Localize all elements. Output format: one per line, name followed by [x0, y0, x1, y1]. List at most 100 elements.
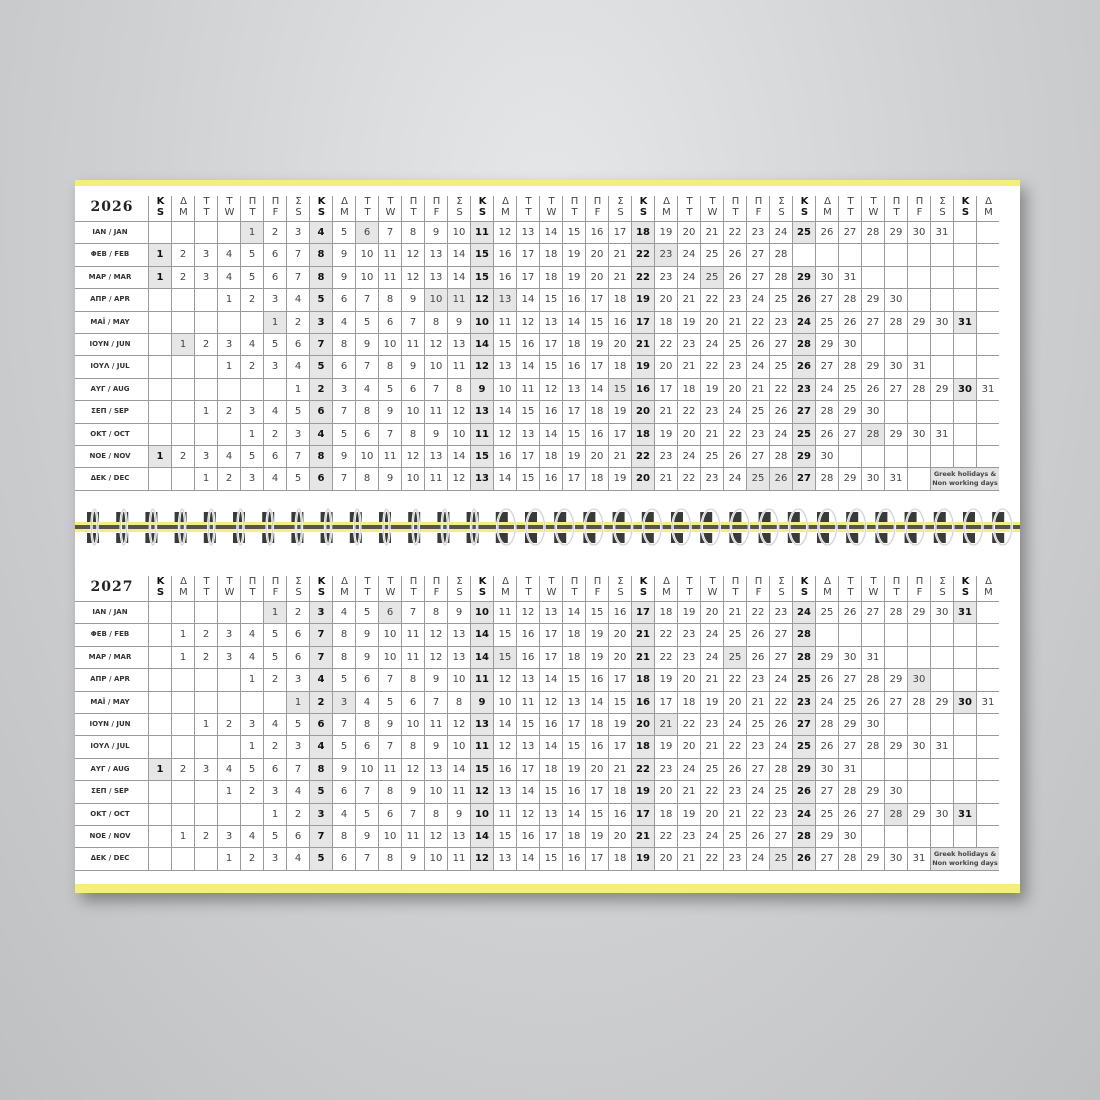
row-divider [75, 467, 999, 469]
binding-hole [612, 533, 625, 543]
binding-ring-edge [441, 508, 449, 546]
month-label: ΜΑΪ / MAY [90, 697, 130, 706]
day-cell: 23 [746, 423, 769, 445]
day-cell: 2 [194, 826, 217, 848]
empty-cell [148, 691, 171, 713]
empty-cell [953, 289, 976, 311]
empty-cell [838, 244, 861, 266]
day-cell: 20 [585, 266, 608, 289]
day-cell: 16 [539, 714, 562, 736]
row-divider [75, 221, 999, 222]
binding-ring-edge [412, 508, 420, 546]
day-cell: 22 [769, 691, 792, 713]
day-cell: 19 [562, 446, 585, 468]
day-cell: 25 [815, 602, 838, 624]
day-cell: 11 [401, 826, 424, 848]
day-cell: 10 [470, 602, 493, 624]
weekday-greek: Π [570, 196, 579, 207]
empty-cell [930, 848, 953, 870]
day-cell: 29 [792, 758, 815, 781]
day-cell: 30 [838, 826, 861, 848]
day-cell: 27 [884, 691, 907, 713]
day-cell: 1 [263, 602, 286, 624]
day-cell: 30 [815, 758, 838, 781]
day-cell: 17 [516, 266, 539, 289]
day-cell: 12 [493, 222, 516, 244]
day-cell: 6 [378, 602, 401, 624]
day-cell: 11 [470, 669, 493, 691]
row-divider [75, 713, 999, 714]
day-cell: 20 [631, 401, 654, 423]
day-cell: 29 [838, 401, 861, 423]
weekday-greek: Τ [387, 576, 394, 587]
day-cell: 22 [700, 848, 723, 870]
day-cell: 22 [631, 266, 654, 289]
day-cell: 29 [792, 446, 815, 468]
day-cell: 23 [769, 602, 792, 624]
day-cell: 27 [884, 378, 907, 401]
day-cell: 15 [539, 289, 562, 311]
day-cell: 14 [516, 781, 539, 803]
day-cell: 8 [309, 244, 332, 266]
weekday-english: S [778, 207, 785, 218]
day-cell: 5 [263, 334, 286, 356]
empty-cell [976, 334, 999, 356]
day-cell: 23 [769, 803, 792, 825]
day-cell: 28 [861, 423, 884, 445]
day-cell: 29 [884, 669, 907, 691]
day-cell: 24 [700, 646, 723, 669]
empty-cell [930, 446, 953, 468]
binding-hole [758, 533, 771, 543]
day-cell: 14 [585, 691, 608, 713]
binding-hole [933, 533, 946, 543]
row-divider [75, 623, 999, 625]
day-cell: 13 [424, 446, 447, 468]
day-cell: 4 [240, 334, 263, 356]
day-cell: 6 [401, 378, 424, 401]
day-cell: 2 [263, 222, 286, 244]
day-cell: 28 [815, 401, 838, 423]
day-cell: 30 [907, 669, 930, 691]
empty-cell [194, 423, 217, 445]
weekday-greek: Δ [341, 196, 348, 207]
day-cell: 23 [723, 848, 746, 870]
weekday-greek: Κ [800, 196, 809, 207]
empty-cell [148, 334, 171, 356]
day-cell: 13 [516, 669, 539, 691]
day-cell: 25 [838, 691, 861, 713]
empty-cell [171, 714, 194, 736]
day-cell: 27 [815, 289, 838, 311]
weekday-english: T [249, 207, 256, 218]
empty-cell [171, 781, 194, 803]
day-cell: 9 [470, 691, 493, 713]
weekday-greek: Σ [617, 576, 624, 587]
weekday-greek: Τ [847, 576, 854, 587]
day-cell: 21 [631, 826, 654, 848]
day-cell: 5 [355, 311, 378, 333]
empty-cell [953, 423, 976, 445]
weekday-greek: Π [754, 576, 763, 587]
day-cell: 4 [286, 781, 309, 803]
row-divider [75, 355, 999, 357]
day-cell: 19 [562, 758, 585, 781]
day-cell: 25 [792, 222, 815, 244]
weekday-english: W [224, 207, 235, 218]
day-cell: 22 [700, 289, 723, 311]
day-cell: 16 [516, 334, 539, 356]
empty-cell [976, 446, 999, 468]
empty-cell [217, 602, 240, 624]
day-cell: 24 [769, 423, 792, 445]
day-cell: 1 [171, 624, 194, 646]
day-cell: 17 [608, 736, 631, 758]
day-cell: 25 [792, 423, 815, 445]
month-label: ΙΟΥΛ / JUL [90, 362, 130, 371]
weekday-greek: Π [570, 576, 579, 587]
day-cell: 25 [769, 848, 792, 870]
binding-ring-edge [526, 508, 545, 546]
day-cell: 9 [332, 758, 355, 781]
day-cell: 25 [746, 468, 769, 490]
